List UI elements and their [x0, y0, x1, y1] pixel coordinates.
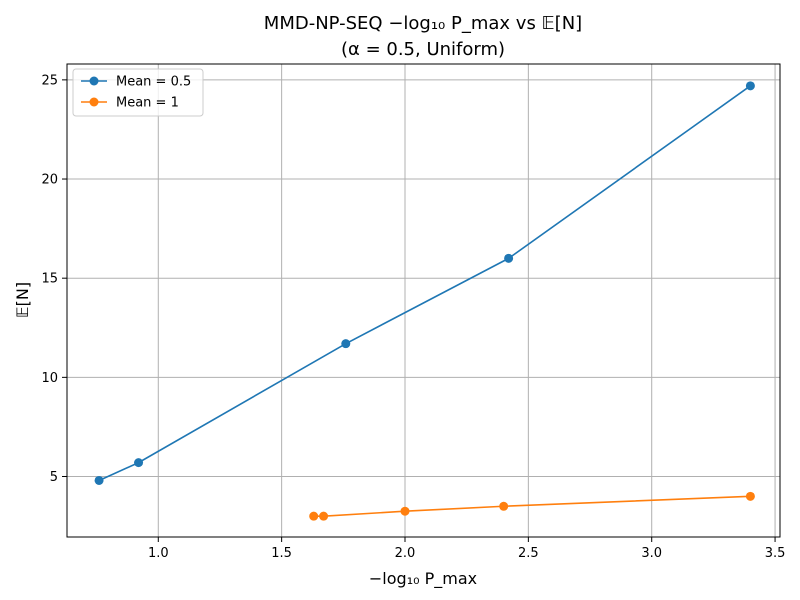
data-point [134, 458, 144, 468]
x-tick-label: 3.0 [641, 546, 662, 561]
data-point [94, 475, 104, 485]
data-point [499, 501, 509, 511]
data-point [319, 511, 329, 521]
data-point [341, 339, 351, 349]
series-1 [94, 81, 755, 485]
y-tick-label: 25 [41, 73, 58, 88]
chart-title-line1: MMD-NP-SEQ −log₁₀ P_max vs 𝔼[N] [264, 13, 582, 34]
legend-swatch-marker [89, 76, 99, 86]
x-tick-label: 1.0 [148, 546, 169, 561]
tick-layer: 1.0 1.5 2.0 2.5 3.0 3.5 5 10 15 20 25 [41, 73, 785, 561]
x-tick-label: 1.5 [271, 546, 292, 561]
y-tick-label: 20 [41, 173, 58, 188]
data-point [400, 506, 410, 516]
chart-title-line2: (α = 0.5, Uniform) [341, 39, 505, 60]
grid-layer [67, 64, 780, 537]
series-layer [94, 81, 755, 521]
legend: Mean = 0.5 Mean = 1 [72, 68, 204, 117]
x-axis-label: −log₁₀ P_max [369, 569, 477, 589]
legend-item: Mean = 0.5 [81, 75, 191, 90]
data-point [745, 81, 755, 91]
legend-label: Mean = 1 [116, 96, 179, 111]
data-point [745, 491, 755, 501]
legend-swatch-marker [89, 97, 99, 107]
legend-item: Mean = 1 [81, 96, 179, 111]
y-tick-label: 5 [50, 470, 58, 485]
series-2 [309, 491, 755, 521]
data-point [309, 511, 319, 521]
y-tick-label: 15 [41, 272, 58, 287]
x-tick-label: 2.0 [395, 546, 416, 561]
x-tick-label: 2.5 [518, 546, 539, 561]
data-point [504, 253, 514, 263]
legend-label: Mean = 0.5 [116, 75, 191, 90]
y-axis-label: 𝔼[N] [13, 282, 32, 318]
plot-frame [66, 63, 781, 538]
x-tick-label: 3.5 [765, 546, 786, 561]
legend-items: Mean = 0.5 Mean = 1 [81, 75, 191, 111]
y-tick-label: 10 [41, 371, 58, 386]
